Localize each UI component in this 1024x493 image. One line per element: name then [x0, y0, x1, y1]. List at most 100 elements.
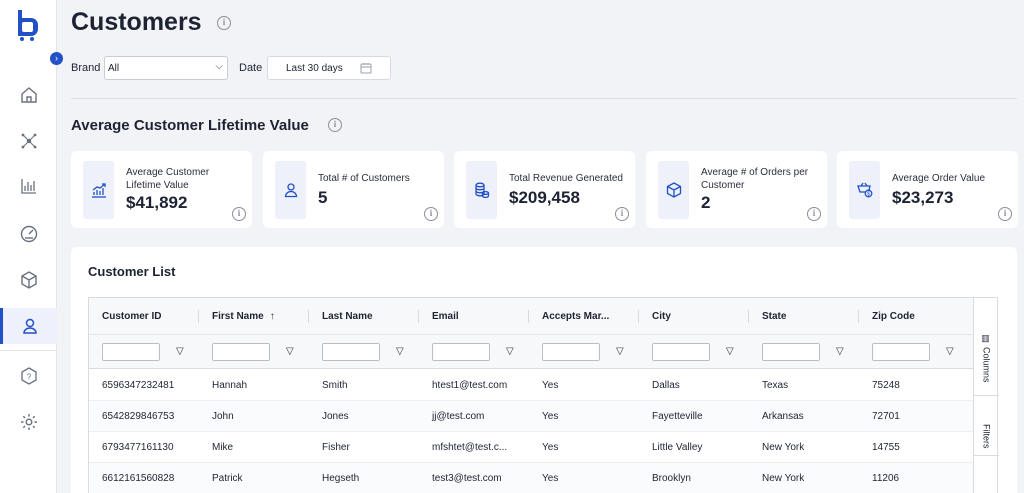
column-filter-input[interactable]	[212, 342, 270, 361]
column-header[interactable]: Zip Code	[872, 310, 915, 322]
stat-value: $209,458	[509, 188, 580, 207]
info-icon[interactable]: i	[615, 207, 629, 221]
info-icon[interactable]: i	[217, 16, 231, 30]
nav-customers[interactable]	[0, 308, 57, 344]
sidebar-divider	[0, 350, 57, 351]
filter-icon[interactable]: ▽	[286, 346, 294, 357]
stat-card: Total # of Customers 5 i	[263, 151, 444, 228]
filter-icon[interactable]: ▽	[946, 346, 954, 357]
brand-select[interactable]: All ⌵	[104, 56, 228, 80]
column-filter-input[interactable]	[542, 342, 600, 361]
info-icon[interactable]: i	[998, 207, 1012, 221]
column-header[interactable]: Email	[419, 298, 529, 334]
stat-card: Average Customer Lifetime Value $41,892 …	[71, 151, 252, 228]
table-cell: New York	[762, 472, 805, 484]
nav-dashboard[interactable]	[0, 216, 57, 252]
help-icon: ?	[20, 367, 37, 385]
table-row[interactable]: 6542829846753 John Jones jj@test.com Yes…	[89, 401, 973, 432]
table-cell: Dallas	[652, 379, 680, 391]
expand-sidebar-button[interactable]: ›	[50, 52, 63, 65]
filter-icon[interactable]: ▽	[176, 346, 184, 357]
column-header[interactable]: First Name ↑	[199, 298, 309, 334]
table-row[interactable]: 6612161560828 Patrick Hegseth test3@test…	[89, 463, 973, 493]
table-cell: 6596347232481	[102, 379, 175, 391]
brand-select-value: All	[108, 63, 120, 74]
date-label: Date	[239, 62, 263, 74]
date-range-picker[interactable]: Last 30 days	[267, 56, 391, 80]
box-icon	[666, 182, 681, 198]
sort-ascending-icon[interactable]: ↑	[269, 310, 275, 322]
table-cell: jj@test.com	[432, 410, 485, 422]
filter-icon[interactable]: ▽	[726, 346, 734, 357]
stat-card: Total Revenue Generated $209,458 i	[454, 151, 635, 228]
filter-icon[interactable]: ▽	[836, 346, 844, 357]
box-icon	[20, 271, 37, 289]
filter-icon[interactable]: ▽	[396, 346, 404, 357]
svg-text:$: $	[866, 192, 869, 198]
column-filter-input[interactable]	[652, 342, 710, 361]
brand-logo[interactable]	[13, 8, 43, 42]
info-icon[interactable]: i	[232, 207, 246, 221]
stat-value: 5	[318, 188, 328, 207]
table-cell: Jones	[322, 410, 349, 422]
customer-table: Customer ID First Name ↑ Last Name Email…	[88, 297, 973, 493]
column-header[interactable]: State	[749, 298, 859, 334]
table-cell: 11206	[872, 472, 900, 484]
date-range-value: Last 30 days	[286, 63, 343, 74]
filters-toggle-label: Filters	[981, 424, 992, 449]
columns-toggle-label: Columns	[981, 347, 992, 383]
nav-home[interactable]	[0, 77, 57, 113]
columns-icon: ▥	[981, 334, 992, 344]
column-header[interactable]: City	[639, 298, 749, 334]
column-filter-input[interactable]	[762, 342, 820, 361]
stat-value: 2	[701, 193, 711, 212]
stat-label: Total Revenue Generated	[509, 173, 623, 184]
customer-list-panel: Customer List Customer ID First Name ↑ L…	[71, 247, 1017, 493]
column-header[interactable]: Last Name	[309, 298, 419, 334]
column-filter-input[interactable]	[322, 342, 380, 361]
filter-icon[interactable]: ▽	[616, 346, 624, 357]
filter-row: ▽ ▽ ▽ ▽ ▽ ▽ ▽ ▽	[89, 335, 973, 369]
table-cell: Texas	[762, 379, 789, 391]
stat-label: Total # of Customers	[318, 173, 410, 184]
table-cell: Yes	[542, 441, 559, 453]
columns-panel-toggle[interactable]: ▥ Columns	[974, 326, 999, 396]
svg-text:?: ?	[26, 373, 31, 382]
table-cell: 72701	[872, 410, 900, 422]
column-filter-input[interactable]	[432, 342, 490, 361]
table-cell: Hegseth	[322, 472, 360, 484]
column-header[interactable]: Accepts Mar...	[529, 298, 639, 334]
home-icon	[20, 87, 37, 103]
column-filter-input[interactable]	[872, 342, 930, 361]
table-cell: 75248	[872, 379, 900, 391]
nav-help[interactable]: ?	[0, 358, 57, 394]
table-cell: 6793477161130	[102, 441, 174, 453]
table-cell: 6612161560828	[102, 472, 175, 484]
stat-label: Average Customer Lifetime Value	[126, 167, 210, 191]
calendar-icon	[360, 63, 372, 74]
nav-reports[interactable]	[0, 168, 57, 204]
info-icon[interactable]: i	[807, 207, 821, 221]
info-icon[interactable]: i	[328, 118, 342, 132]
column-header[interactable]: Customer ID	[89, 298, 199, 334]
customer-list-title: Customer List	[88, 264, 176, 279]
table-row[interactable]: 6596347232481 Hannah Smith htest1@test.c…	[89, 370, 973, 401]
stat-card: Average # of Orders per Customer 2 i	[646, 151, 827, 228]
nav-products[interactable]	[0, 262, 57, 298]
info-icon[interactable]: i	[424, 207, 438, 221]
nav-network[interactable]	[0, 123, 57, 159]
table-cell: Mike	[212, 441, 234, 453]
table-row[interactable]: 6793477161130 Mike Fisher mfshtet@test.c…	[89, 432, 973, 463]
settings-icon	[20, 414, 37, 430]
filters-panel-toggle[interactable]: Filters	[974, 416, 999, 456]
column-filter-input[interactable]	[102, 342, 160, 361]
table-cell: Fayetteville	[652, 410, 703, 422]
filter-icon[interactable]: ▽	[506, 346, 514, 357]
user-icon	[23, 318, 37, 334]
nav-settings[interactable]	[0, 404, 57, 440]
table-header-row: Customer ID First Name ↑ Last Name Email…	[89, 298, 973, 335]
table-cell: Yes	[542, 410, 559, 422]
table-cell: Yes	[542, 379, 559, 391]
table-cell: New York	[762, 441, 805, 453]
table-cell: Patrick	[212, 472, 243, 484]
